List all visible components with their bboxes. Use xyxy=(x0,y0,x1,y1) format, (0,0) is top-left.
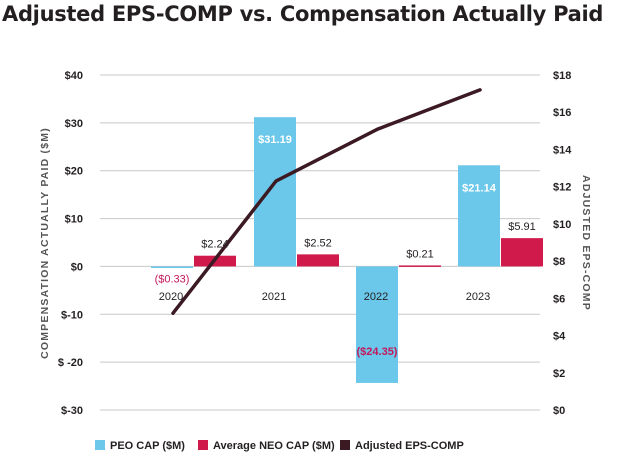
legend-label-peo: PEO CAP ($M) xyxy=(110,440,185,452)
peo-value-label: $21.14 xyxy=(462,182,497,194)
left-tick-label: $40 xyxy=(65,70,83,82)
category-label: 2023 xyxy=(466,291,490,303)
chart-title: Adjusted EPS-COMP vs. Compensation Actua… xyxy=(2,2,604,26)
right-tick-label: $4 xyxy=(553,331,566,343)
neo-bar xyxy=(399,265,441,267)
left-tick-label: $20 xyxy=(65,166,83,178)
right-axis-title: ADJUSTED EPS-COMP xyxy=(580,175,592,311)
neo-value-label: $2.52 xyxy=(304,237,332,249)
left-tick-label: $-10 xyxy=(61,309,83,321)
category-labels: 2020 2021 2022 2023 xyxy=(159,291,490,303)
legend-item-eps: Adjusted EPS-COMP xyxy=(340,440,464,452)
right-tick-label: $10 xyxy=(553,219,571,231)
neo-value-label: $5.91 xyxy=(508,221,536,233)
legend-label-neo: Average NEO CAP ($M) xyxy=(213,440,335,452)
legend: PEO CAP ($M) Average NEO CAP ($M) Adjust… xyxy=(95,440,464,452)
eps-line xyxy=(171,88,482,315)
legend-swatch-eps xyxy=(340,440,350,450)
right-tick-label: $8 xyxy=(553,256,565,268)
eps-line-series xyxy=(171,88,482,315)
eps-point xyxy=(171,311,175,315)
peo-value-label: ($24.35) xyxy=(357,346,398,358)
category-label: 2022 xyxy=(364,291,388,303)
right-tick-label: $14 xyxy=(553,144,572,156)
right-tick-label: $2 xyxy=(553,368,565,380)
right-tick-label: $12 xyxy=(553,182,571,194)
right-axis-ticks: $18 $16 $14 $12 $10 $8 $6 $4 $2 $0 xyxy=(553,70,572,417)
category-label: 2020 xyxy=(159,291,183,303)
neo-bar xyxy=(297,254,339,267)
legend-item-neo: Average NEO CAP ($M) xyxy=(198,440,335,452)
gridlines xyxy=(100,74,540,411)
neo-value-label: $2.24 xyxy=(201,239,229,251)
category-label: 2021 xyxy=(262,291,286,303)
eps-point xyxy=(274,179,278,183)
right-tick-label: $6 xyxy=(553,293,565,305)
bars xyxy=(151,117,543,383)
left-tick-label: $30 xyxy=(65,118,83,130)
left-tick-label: $-30 xyxy=(61,405,83,417)
left-tick-label: $0 xyxy=(71,261,83,273)
neo-value-label: $0.21 xyxy=(406,248,434,260)
left-axis-title: COMPENSATION ACTUALLY PAID ($M) xyxy=(39,127,51,359)
left-tick-label: $ -20 xyxy=(58,357,83,369)
legend-swatch-peo xyxy=(95,440,105,450)
peo-value-label: ($0.33) xyxy=(155,273,190,285)
eps-point xyxy=(376,127,380,131)
right-tick-label: $18 xyxy=(553,70,571,82)
peo-bar xyxy=(254,117,296,267)
left-tick-label: $10 xyxy=(65,214,83,226)
peo-value-label: $31.19 xyxy=(258,134,292,146)
right-tick-label: $0 xyxy=(553,405,565,417)
legend-label-eps: Adjusted EPS-COMP xyxy=(355,440,464,452)
peo-bar xyxy=(151,266,193,269)
legend-item-peo: PEO CAP ($M) xyxy=(95,440,185,452)
bar-value-labels: ($0.33) $31.19 ($24.35) $21.14 $2.24 $2.52 $0.… xyxy=(155,134,536,358)
right-tick-label: $16 xyxy=(553,107,571,119)
legend-swatch-neo xyxy=(198,440,208,450)
left-axis-ticks: $40 $30 $20 $10 $0 $-10 $ -20 $-30 xyxy=(58,70,83,417)
peo-bar xyxy=(356,266,398,383)
neo-bar xyxy=(501,238,543,267)
eps-point xyxy=(478,88,482,92)
peo-bar xyxy=(458,165,500,267)
